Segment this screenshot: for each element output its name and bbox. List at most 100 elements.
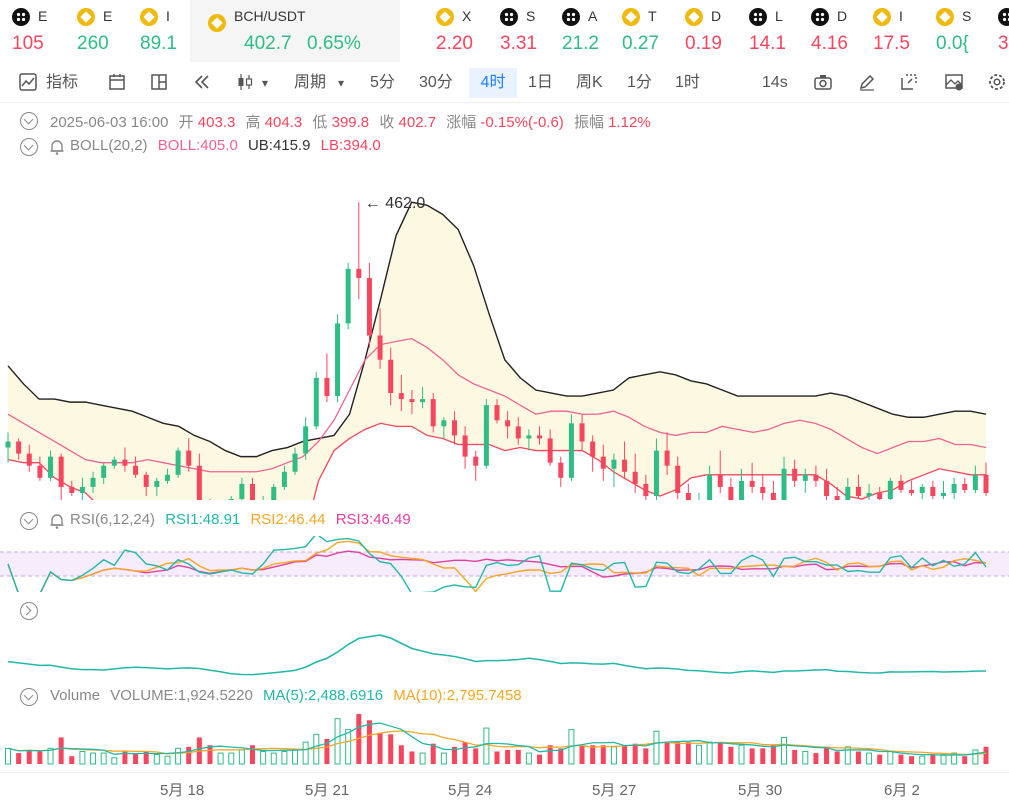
- rsi-chart[interactable]: [0, 536, 1009, 592]
- candle[interactable]: [356, 202, 362, 300]
- candle[interactable]: [228, 496, 234, 500]
- interval-30m[interactable]: 30分: [419, 74, 453, 91]
- chevron-down-icon[interactable]: ▾: [262, 76, 269, 90]
- candle[interactable]: [887, 477, 893, 500]
- candle[interactable]: [430, 393, 436, 433]
- candle[interactable]: [441, 417, 447, 439]
- candle[interactable]: [983, 462, 989, 496]
- interval-4h[interactable]: 4时: [469, 68, 517, 98]
- collapse-toggle-icon[interactable]: [20, 512, 38, 530]
- candle[interactable]: [728, 477, 734, 500]
- candle[interactable]: [48, 450, 54, 481]
- candle[interactable]: [26, 444, 32, 472]
- candle[interactable]: [739, 468, 744, 500]
- candle[interactable]: [239, 477, 245, 500]
- candle[interactable]: [37, 456, 43, 481]
- ticker-item[interactable]: I 89.1: [140, 0, 200, 62]
- volume-chart[interactable]: [0, 706, 1009, 768]
- candle[interactable]: [154, 477, 160, 496]
- candle[interactable]: [813, 465, 819, 487]
- candle[interactable]: [175, 447, 181, 478]
- expand-toggle-icon[interactable]: [20, 602, 38, 620]
- candle[interactable]: [675, 456, 681, 500]
- candle[interactable]: [473, 450, 479, 481]
- candle[interactable]: [962, 477, 968, 493]
- layout-icon[interactable]: [149, 72, 169, 92]
- candle[interactable]: [388, 347, 394, 406]
- add-drawing-icon[interactable]: [899, 72, 919, 92]
- pencil-icon[interactable]: [857, 72, 877, 92]
- ticker-item-active[interactable]: BCH/USDT 402.7 0.65%: [190, 0, 400, 62]
- candle[interactable]: [196, 453, 202, 500]
- candle[interactable]: [292, 447, 298, 475]
- candle[interactable]: [653, 438, 659, 500]
- candle[interactable]: [164, 468, 170, 484]
- ticker-item[interactable]: I 17.5: [873, 0, 928, 62]
- candle[interactable]: [866, 483, 872, 500]
- ticker-item[interactable]: 3: [998, 0, 1009, 62]
- indicator-chart[interactable]: [0, 620, 1009, 682]
- candle[interactable]: [568, 414, 574, 481]
- interval-1h[interactable]: 1时: [675, 74, 700, 91]
- candle[interactable]: [845, 477, 851, 500]
- candle[interactable]: [802, 468, 808, 493]
- candle[interactable]: [494, 399, 500, 424]
- candle[interactable]: [834, 486, 840, 500]
- candle[interactable]: [558, 456, 564, 487]
- candle[interactable]: [600, 444, 606, 481]
- candle[interactable]: [685, 483, 691, 500]
- candle[interactable]: [696, 492, 701, 500]
- calendar-icon[interactable]: [107, 72, 127, 92]
- candle[interactable]: [111, 456, 117, 469]
- candle[interactable]: [664, 432, 670, 475]
- interval-1m[interactable]: 1分: [627, 74, 652, 91]
- candle[interactable]: [717, 450, 723, 493]
- candle[interactable]: [622, 441, 628, 478]
- candle[interactable]: [972, 465, 978, 493]
- candlestick-type-icon[interactable]: [235, 72, 255, 92]
- candle[interactable]: [707, 465, 713, 500]
- ticker-item[interactable]: S 3.31: [500, 0, 555, 62]
- candle[interactable]: [855, 474, 861, 500]
- candle[interactable]: [930, 480, 936, 500]
- ticker-item[interactable]: L 14.1: [749, 0, 804, 62]
- ticker-item[interactable]: T 0.27: [622, 0, 677, 62]
- candle[interactable]: [526, 429, 532, 451]
- indicator-icon[interactable]: [18, 72, 38, 92]
- candle[interactable]: [420, 386, 426, 409]
- ticker-item[interactable]: A 21.2: [562, 0, 617, 62]
- candle[interactable]: [483, 399, 489, 469]
- candle[interactable]: [611, 453, 617, 487]
- candle[interactable]: [143, 471, 149, 496]
- collapse-toggle-icon[interactable]: [20, 112, 38, 130]
- candle[interactable]: [271, 483, 277, 500]
- ticker-item[interactable]: E 105: [12, 0, 62, 62]
- ticker-item[interactable]: E 260: [77, 0, 132, 62]
- candle[interactable]: [345, 262, 351, 330]
- period-button[interactable]: 周期: [294, 74, 327, 91]
- candle[interactable]: [877, 486, 883, 500]
- candle[interactable]: [781, 456, 787, 500]
- candle[interactable]: [940, 480, 946, 500]
- candle[interactable]: [281, 465, 287, 490]
- screenshot-icon[interactable]: [944, 72, 964, 92]
- candle[interactable]: [909, 480, 915, 496]
- candle[interactable]: [313, 371, 319, 430]
- interval-1w[interactable]: 周K: [576, 74, 603, 91]
- candle[interactable]: [770, 480, 776, 500]
- candle[interactable]: [547, 429, 553, 466]
- ticker-item[interactable]: X 2.20: [436, 0, 491, 62]
- candle[interactable]: [133, 456, 139, 478]
- camera-icon[interactable]: [813, 72, 833, 92]
- candle[interactable]: [919, 483, 925, 500]
- candle[interactable]: [366, 262, 372, 348]
- candle[interactable]: [590, 435, 596, 472]
- bell-icon[interactable]: [48, 138, 66, 156]
- indicators-button[interactable]: 指标: [46, 74, 79, 91]
- interval-5m[interactable]: 5分: [370, 74, 395, 91]
- candle[interactable]: [335, 314, 341, 403]
- candle[interactable]: [898, 474, 904, 493]
- candle[interactable]: [186, 438, 192, 472]
- ticker-item[interactable]: S 0.0{: [936, 0, 991, 62]
- candle[interactable]: [951, 477, 957, 500]
